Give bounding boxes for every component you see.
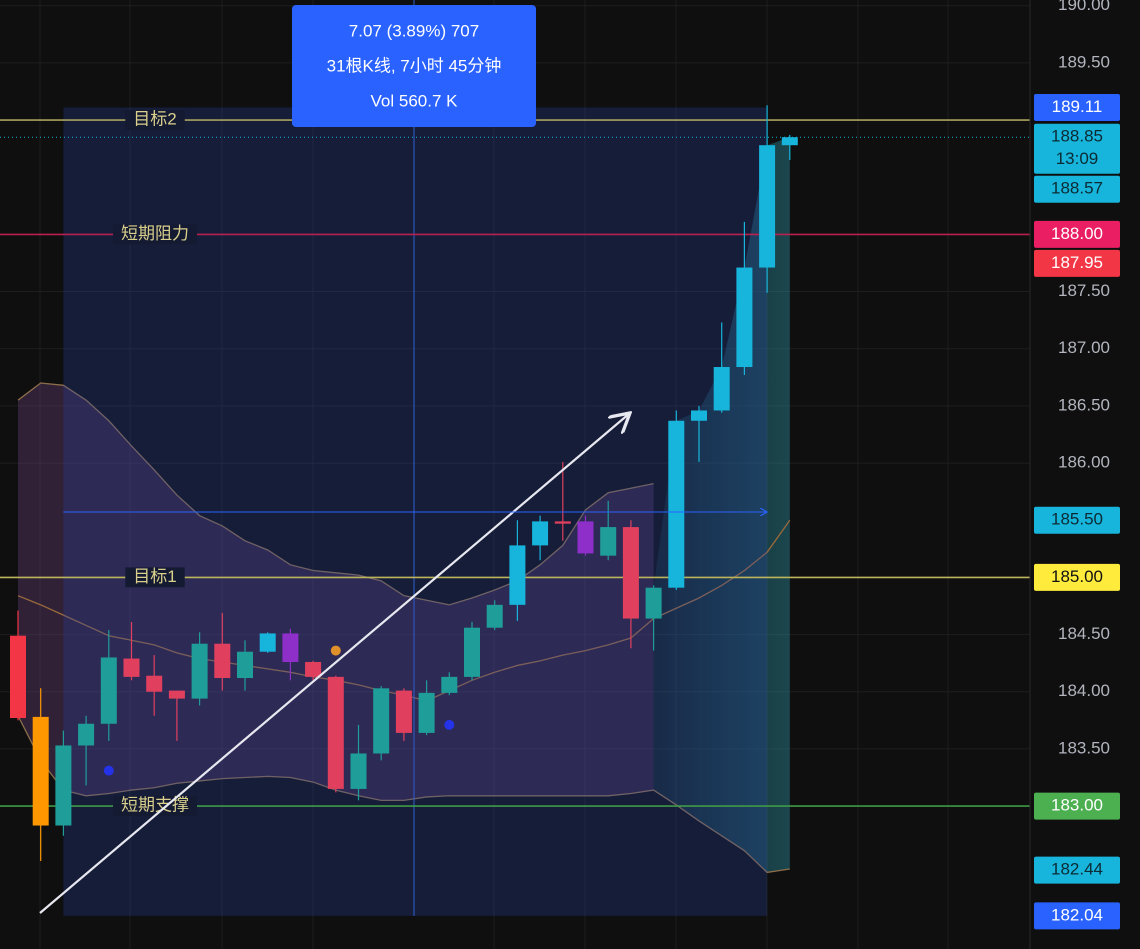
candle-body [668,420,685,588]
candle-body [691,410,707,421]
price-tag-label: 185.50 [1051,510,1103,529]
price-tag-label: 187.95 [1051,253,1103,272]
price-tag [1034,220,1120,248]
y-tick-label: 186.50 [1058,395,1110,414]
level-label: 目标2 [133,110,176,129]
measure-tag [1034,93,1120,121]
candle-body [600,527,617,556]
price-tag-label: 188.57 [1051,179,1103,198]
price-tag [1034,856,1120,884]
price-tag-label: 188.85 [1051,127,1103,146]
candle-body [237,651,253,679]
y-tick-label: 183.50 [1058,738,1110,757]
candle-body [486,604,503,628]
level-label: 短期支撑 [121,796,189,815]
level-label-bg [125,567,185,588]
level-label-bg [113,224,197,245]
band-line [17,382,654,606]
candle-body [327,676,344,789]
signal-dot [444,719,455,730]
candle-body [146,675,163,692]
price-tag-label: 183.00 [1051,796,1103,815]
price-tag [1034,792,1120,820]
tooltip-line: 31根K线, 7小时 45分钟 [327,56,502,75]
tooltip-line: Vol 560.7 K [371,91,459,110]
y-tick-label: 190.00 [1058,0,1110,14]
candle-body [55,745,72,826]
signal-dot [330,645,341,656]
candle-body [214,643,231,679]
candle-body [32,716,49,826]
candle-body [736,267,753,368]
price-tag-label: 182.44 [1051,860,1103,879]
y-tick-label: 184.00 [1058,681,1110,700]
candle-body [645,587,662,619]
level-label: 短期阻力 [121,224,189,243]
candle-body [395,690,412,733]
measure-tag-label: 189.11 [1052,97,1103,116]
price-tag [1034,249,1120,277]
price-tag [1034,506,1120,534]
level-label-bg [113,796,197,817]
y-tick-label: 186.00 [1058,453,1110,472]
measure-tooltip [292,5,536,127]
y-tick-label: 187.00 [1058,338,1110,357]
candle-body [441,676,458,693]
band-line [17,715,790,874]
signal-dot [103,765,114,776]
y-tick-label: 187.50 [1058,281,1110,300]
candle-body [713,367,730,411]
level-label: 目标1 [133,567,176,586]
candle-body [554,521,571,524]
price-tag-label: 185.00 [1051,567,1103,586]
candle-body [464,627,480,677]
candle-body [532,521,549,546]
y-tick-label: 189.50 [1058,52,1110,71]
candle-body [373,688,390,754]
candle-body [418,692,435,733]
candle-body [509,545,526,605]
price-tag [1034,563,1120,591]
forecast-area [653,137,790,873]
candle-body [191,643,208,699]
candle-body [781,137,798,146]
y-tick-label: 184.50 [1058,624,1110,643]
candle-body [759,145,776,268]
candle-body [305,662,322,677]
candle-body [123,658,140,677]
candle-body [100,657,117,724]
candle-body [622,527,639,619]
price-tag [1034,175,1120,203]
candle-body [350,753,367,789]
candle-body [168,690,185,699]
measure-tag [1034,902,1120,930]
candle-body [259,633,276,652]
candle-body [10,635,26,719]
price-tag [1034,123,1120,174]
candle-body [577,521,594,554]
candle-body [78,723,95,746]
level-label-bg [125,110,185,131]
price-tag-sub: 13:09 [1056,149,1099,168]
price-tag-label: 188.00 [1051,224,1103,243]
trend-arrow [39,413,630,914]
candle-body [282,633,299,663]
tooltip-line: 7.07 (3.89%) 707 [349,21,479,40]
measure-tag-label: 182.04 [1051,905,1103,924]
